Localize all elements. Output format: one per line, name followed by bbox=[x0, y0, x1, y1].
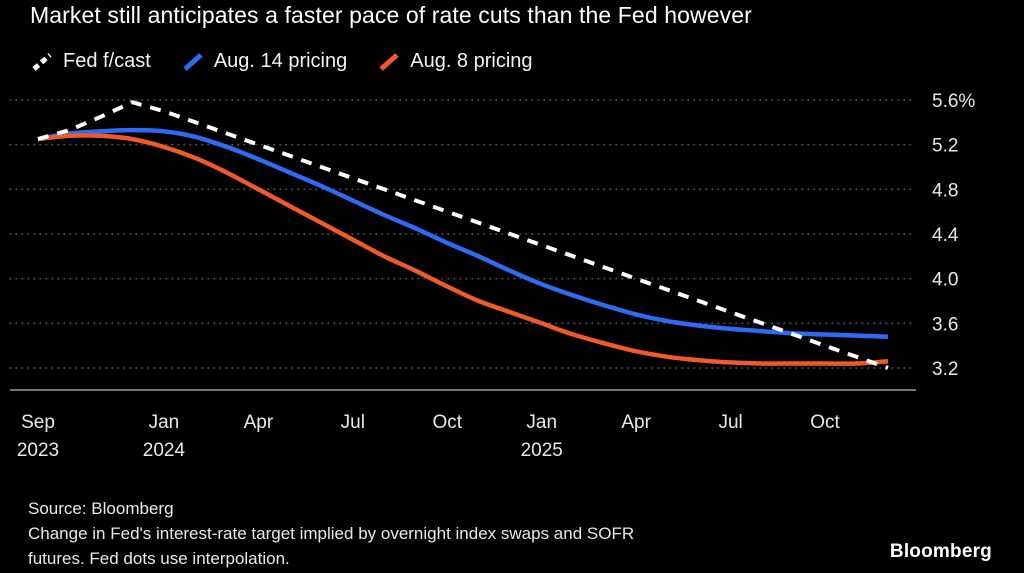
x-axis-tick-label: Apr bbox=[621, 412, 651, 433]
legend-item-fed-fcast: Fed f/cast bbox=[30, 50, 151, 73]
bloomberg-logo: Bloomberg bbox=[889, 541, 992, 562]
chart-footer: Source: Bloomberg Change in Fed's intere… bbox=[28, 496, 634, 571]
fed-fcast-line-swatch-icon bbox=[32, 52, 52, 71]
series-line-aug-14-pricing bbox=[37, 127, 889, 339]
x-axis-tick-label: Jan bbox=[526, 412, 557, 433]
series-line-aug-8-pricing bbox=[37, 133, 889, 366]
legend-label-aug14: Aug. 14 pricing bbox=[213, 50, 348, 72]
x-axis-tick-label: Apr bbox=[244, 412, 274, 433]
legend: Fed f/cast Aug. 14 pricing Aug. 8 pricin… bbox=[30, 50, 533, 73]
y-axis-tick-label: 4.8 bbox=[932, 180, 958, 201]
y-axis-tick-label: 3.6 bbox=[932, 314, 958, 335]
x-axis-tick-year-label: 2023 bbox=[17, 440, 59, 461]
footnote-line2: futures. Fed dots use interpolation. bbox=[28, 549, 290, 568]
chart-subtitle: Market still anticipates a faster pace o… bbox=[30, 2, 752, 28]
x-axis-tick-year-label: 2025 bbox=[521, 440, 563, 461]
y-axis-tick-label: 4.4 bbox=[932, 225, 959, 246]
x-axis-tick-label: Sep bbox=[21, 412, 55, 433]
legend-item-aug8: Aug. 8 pricing bbox=[377, 50, 533, 73]
y-axis-tick-label: 5.6% bbox=[932, 91, 975, 112]
x-axis-tick-label: Jul bbox=[341, 412, 365, 433]
legend-item-aug14: Aug. 14 pricing bbox=[181, 50, 347, 73]
x-axis-tick-label: Oct bbox=[432, 412, 462, 433]
footnote-line1: Change in Fed's interest-rate target imp… bbox=[28, 524, 635, 543]
x-axis-tick-year-label: 2024 bbox=[143, 440, 186, 461]
y-axis-tick-label: 3.2 bbox=[932, 359, 958, 380]
aug8-line-swatch-icon bbox=[379, 52, 399, 71]
source-note: Source: Bloomberg bbox=[28, 499, 174, 518]
legend-label-fed-fcast: Fed f/cast bbox=[63, 50, 151, 72]
y-axis-tick-label: 5.2 bbox=[932, 136, 958, 157]
x-axis-tick-label: Jan bbox=[149, 412, 180, 433]
chart-canvas: 5.6% 5.2 4.8 4.4 4.0 3.6 3.2 Sep 2023 Jan 2024 Apr J… bbox=[9, 91, 975, 461]
legend-label-aug8: Aug. 8 pricing bbox=[410, 50, 533, 72]
aug14-line-swatch-icon bbox=[183, 52, 203, 71]
x-axis-tick-label: Oct bbox=[810, 412, 840, 433]
x-axis-tick-label: Jul bbox=[718, 412, 742, 433]
series-line-fed-f-cast bbox=[37, 100, 889, 370]
y-axis-tick-label: 4.0 bbox=[932, 270, 958, 291]
line-chart: 5.6% 5.2 4.8 4.4 4.0 3.6 3.2 Sep 2023 Jan 2024 Apr J… bbox=[0, 88, 1024, 478]
